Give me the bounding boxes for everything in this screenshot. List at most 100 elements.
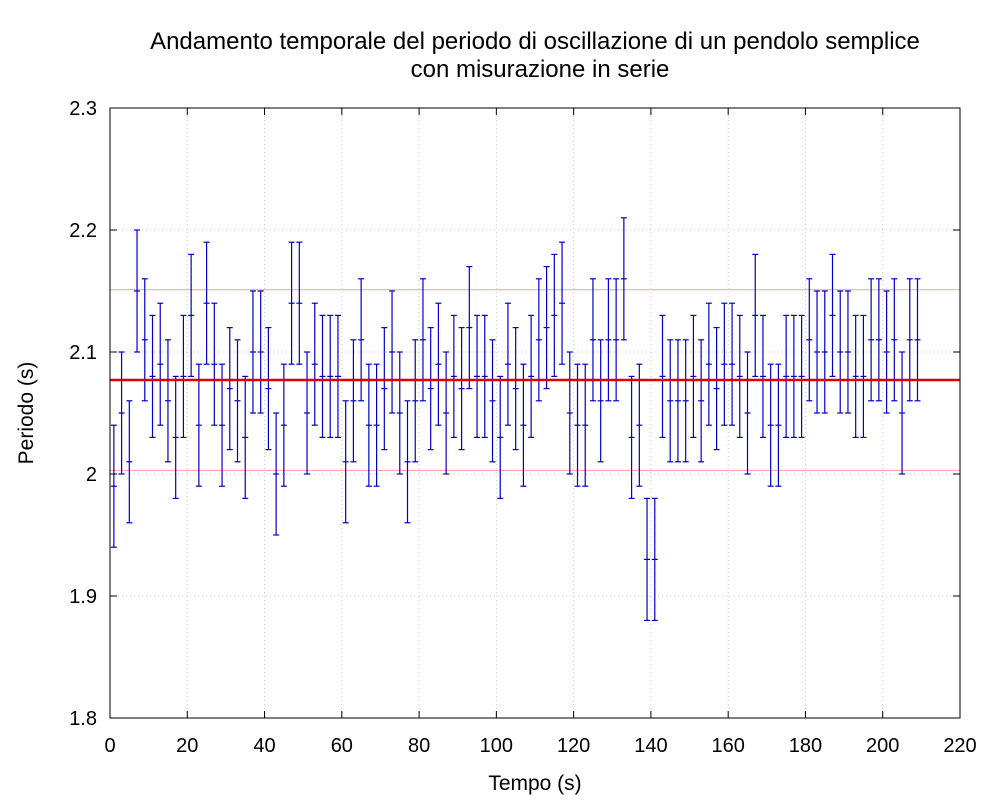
chart-subtitle: con misurazione in serie — [411, 56, 670, 83]
error-bar — [829, 253, 836, 377]
y-tick-label: 2.2 — [69, 220, 97, 242]
error-bar — [875, 278, 882, 402]
error-bar — [721, 302, 728, 426]
error-bar — [806, 278, 813, 402]
error-bar — [705, 302, 712, 426]
x-tick-label: 180 — [789, 735, 822, 757]
error-bar — [443, 351, 450, 475]
error-bar — [195, 363, 202, 487]
error-bar — [157, 302, 164, 426]
error-bar — [118, 351, 125, 475]
error-bar — [690, 314, 697, 438]
error-bar — [868, 278, 875, 402]
error-bar — [597, 339, 604, 463]
error-bar — [844, 290, 851, 414]
error-bar — [412, 339, 419, 463]
error-bar — [659, 314, 666, 438]
x-tick-label: 60 — [331, 735, 353, 757]
error-bar — [520, 363, 527, 487]
error-bar — [188, 253, 195, 377]
error-bar — [759, 314, 766, 438]
error-bar — [891, 278, 898, 402]
error-bar — [837, 290, 844, 414]
error-bar — [613, 278, 620, 402]
error-bar — [489, 339, 496, 463]
error-bar — [860, 314, 867, 438]
error-bar — [674, 339, 681, 463]
error-bar — [450, 314, 457, 438]
error-bar — [342, 400, 349, 524]
error-bar — [126, 400, 133, 524]
error-bar — [358, 278, 365, 402]
x-tick-label: 140 — [634, 735, 667, 757]
axis-ticks: 0 20 40 60 80 100 120 140 160 180 200 220 1.8 1.9 2 2.1… — [69, 98, 977, 757]
error-bar — [906, 278, 913, 402]
y-tick-label: 2.1 — [69, 342, 97, 364]
plot-frame — [109, 107, 961, 719]
y-axis-label: Periodo (s) — [15, 362, 38, 465]
error-bar — [744, 351, 751, 475]
error-bar — [914, 278, 921, 402]
error-bar — [219, 363, 226, 487]
error-bar — [852, 314, 859, 438]
x-tick-label: 200 — [866, 735, 899, 757]
x-tick-label: 80 — [408, 735, 430, 757]
error-bar — [535, 278, 542, 402]
error-bar — [334, 314, 341, 438]
error-bar — [427, 327, 434, 451]
error-bar — [327, 314, 334, 438]
x-tick-label: 20 — [176, 735, 198, 757]
error-bar — [304, 351, 311, 475]
error-bar — [180, 314, 187, 438]
error-bar — [736, 314, 743, 438]
error-bar — [814, 290, 821, 414]
error-bar — [497, 375, 504, 499]
error-bar — [365, 363, 372, 487]
error-bar — [257, 290, 264, 414]
error-bar — [790, 314, 797, 438]
x-tick-label: 0 — [104, 735, 115, 757]
error-bar — [551, 253, 558, 377]
error-bar — [752, 253, 759, 377]
error-bar — [273, 412, 280, 536]
error-bar — [582, 363, 589, 487]
error-bar — [435, 302, 442, 426]
error-bar — [350, 339, 357, 463]
error-bar — [620, 217, 627, 341]
error-bar — [798, 314, 805, 438]
error-bar — [589, 278, 596, 402]
error-bar — [203, 241, 210, 365]
error-bar — [821, 290, 828, 414]
error-bar — [149, 314, 156, 438]
x-tick-label: 220 — [943, 735, 976, 757]
error-bar — [559, 241, 566, 365]
error-bar — [729, 302, 736, 426]
error-bar — [775, 363, 782, 487]
error-bar — [481, 314, 488, 438]
error-bar — [265, 327, 272, 451]
x-tick-label: 160 — [711, 735, 744, 757]
error-bar — [311, 302, 318, 426]
error-bar — [249, 290, 256, 414]
y-tick-label: 1.8 — [69, 708, 97, 730]
error-bar — [474, 314, 481, 438]
y-tick-label: 1.9 — [69, 586, 97, 608]
y-tick-label: 2 — [86, 464, 97, 486]
error-bar — [389, 290, 396, 414]
error-bar — [566, 351, 573, 475]
x-axis-label: Tempo (s) — [488, 772, 581, 795]
chart-title: Andamento temporale del periodo di oscil… — [150, 28, 920, 55]
error-bar — [466, 266, 473, 390]
error-bar — [512, 327, 519, 451]
x-tick-label: 100 — [480, 735, 513, 757]
error-bar — [319, 314, 326, 438]
error-bar — [628, 375, 635, 499]
error-bar — [134, 229, 141, 353]
error-bar-series — [110, 217, 921, 622]
x-tick-label: 40 — [253, 735, 275, 757]
error-bar — [211, 302, 218, 426]
error-bar — [504, 302, 511, 426]
error-bar — [767, 363, 774, 487]
error-bar — [280, 363, 287, 487]
